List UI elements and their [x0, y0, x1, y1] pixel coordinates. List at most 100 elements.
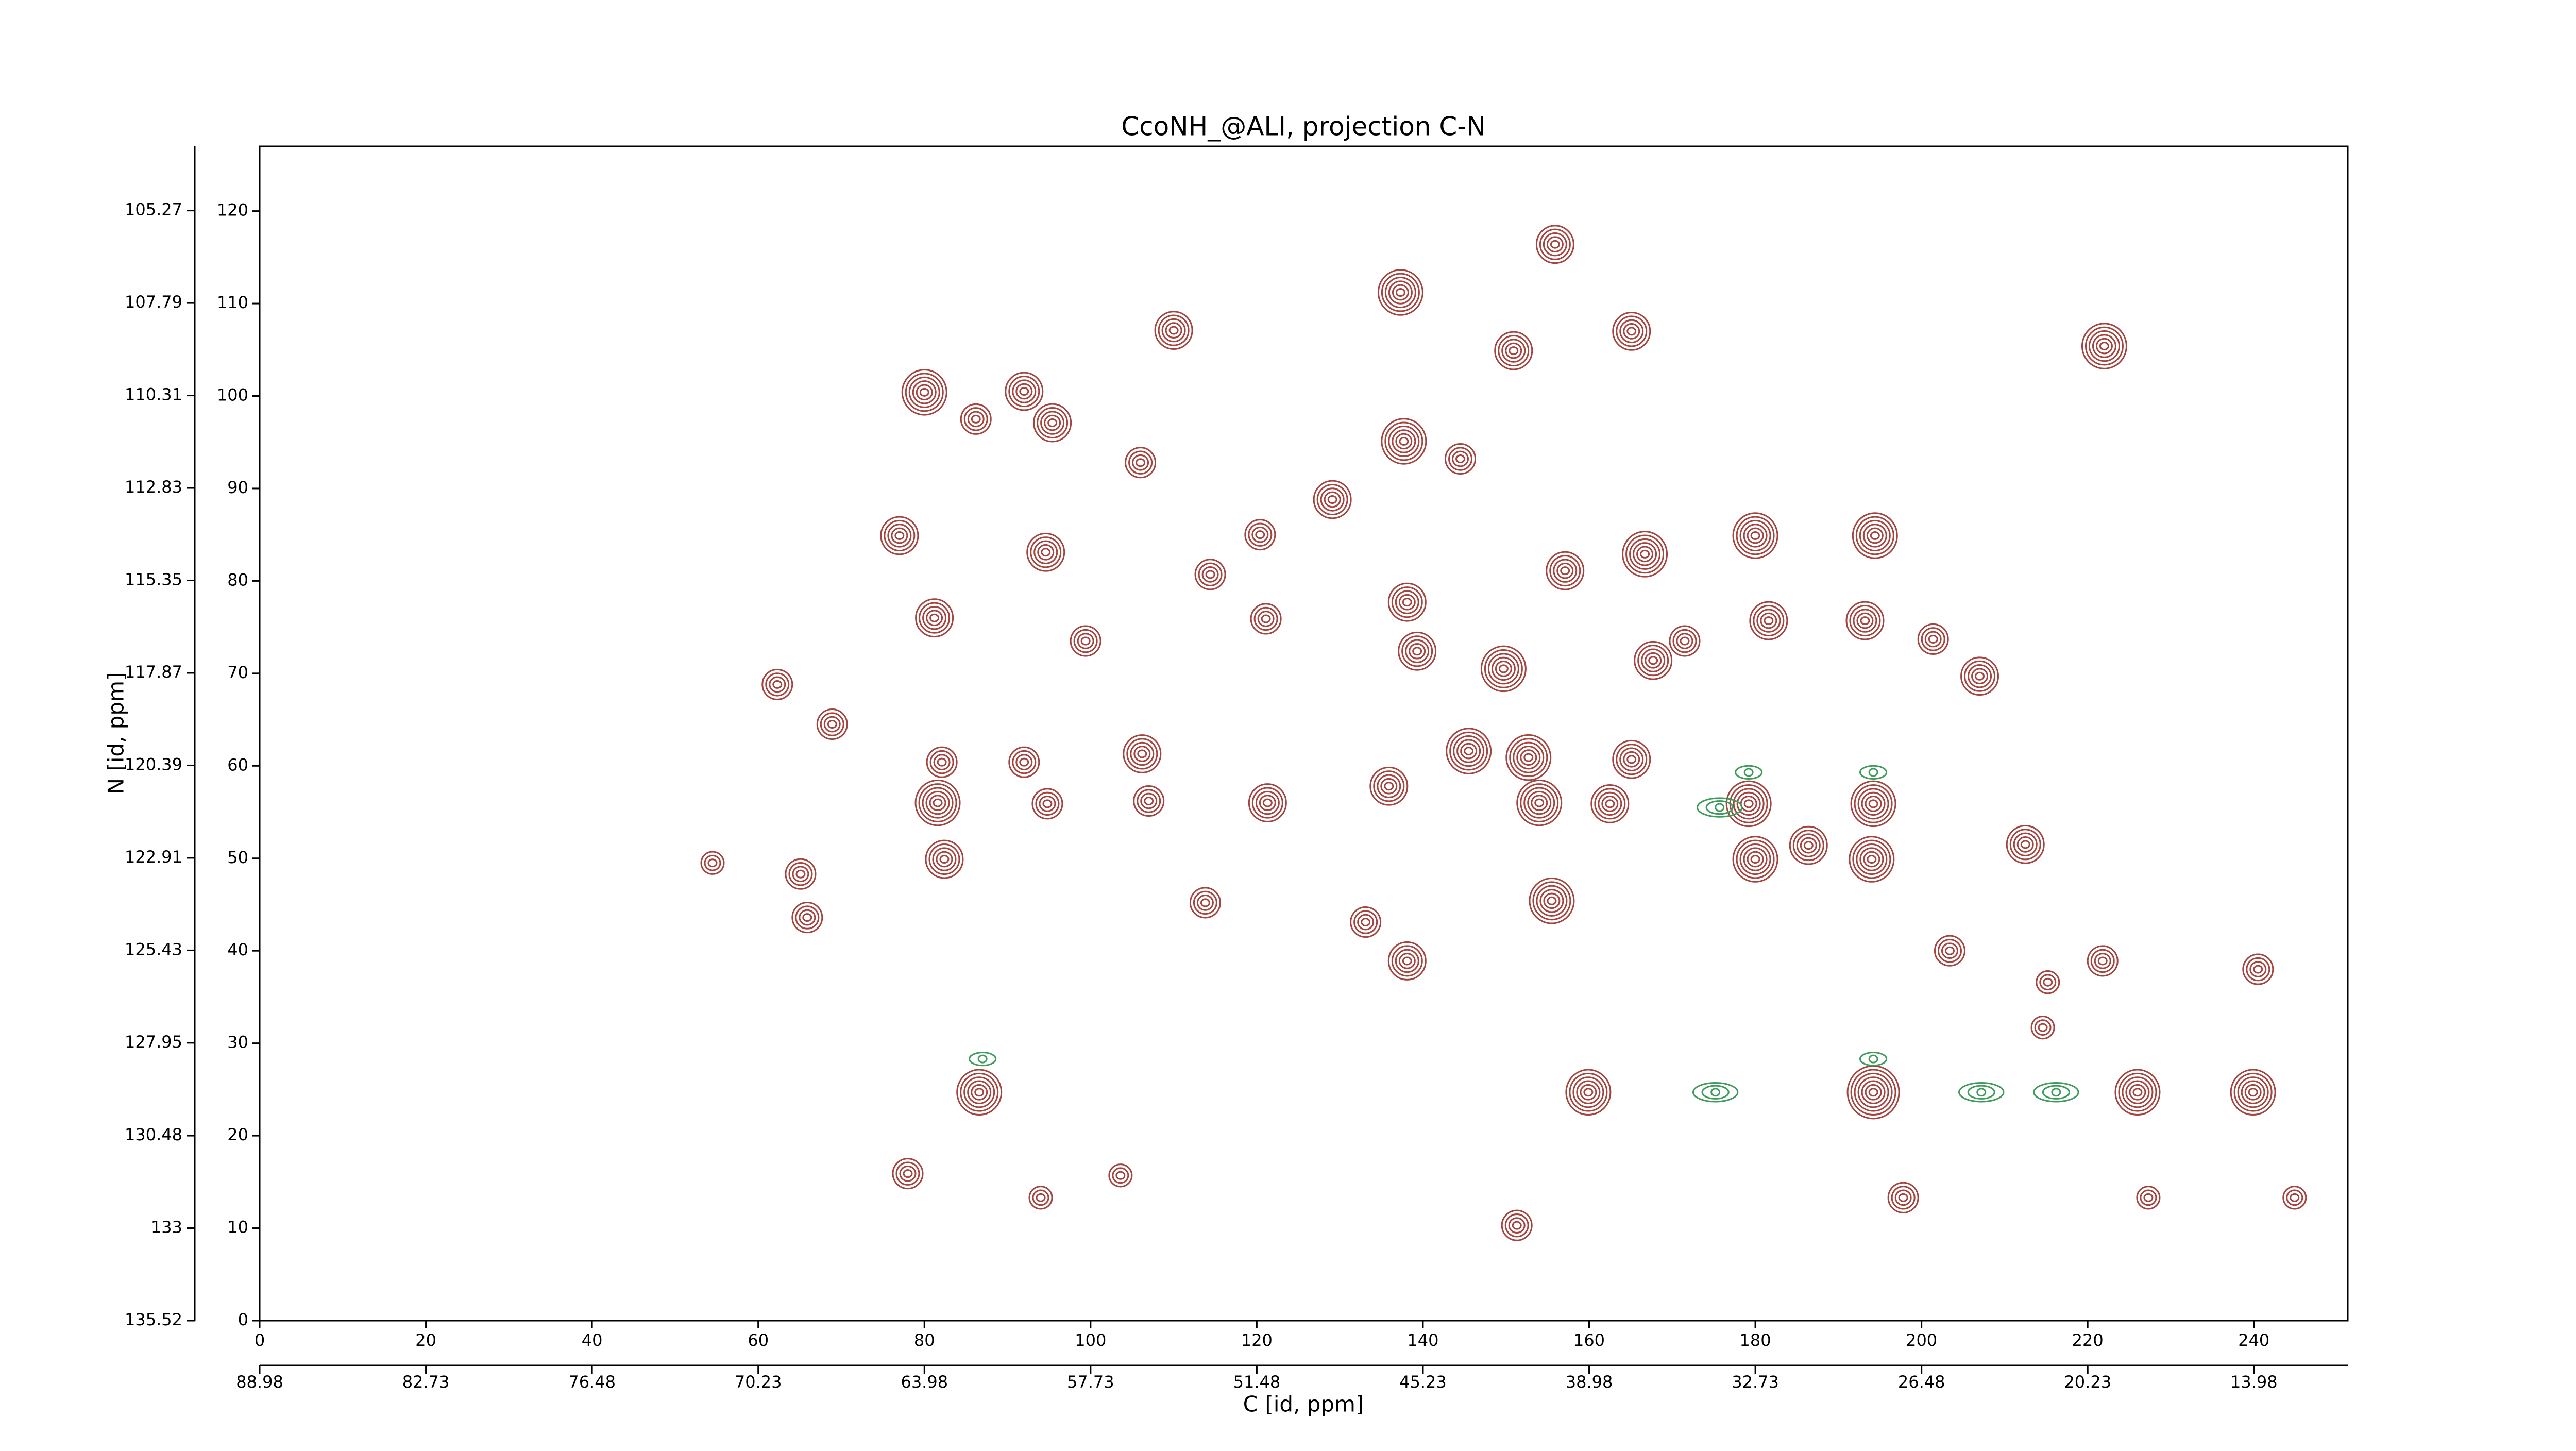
chart-title: CcoNH_@ALI, projection C-N — [1121, 112, 1486, 142]
peak — [925, 839, 964, 879]
contour-ring — [1456, 739, 1481, 763]
peak — [901, 369, 947, 416]
x2-tick-label: 26.48 — [1898, 1372, 1945, 1392]
contour-ring — [1556, 562, 1574, 579]
contour-ring — [1891, 1186, 1916, 1210]
contour-ring — [1251, 787, 1283, 819]
contour-ring — [1448, 447, 1473, 471]
y-tick-label: 0 — [238, 1310, 248, 1329]
contour-ring — [1039, 796, 1056, 812]
contour-ring — [1137, 749, 1147, 758]
contour-ring — [795, 905, 820, 930]
contour-ring — [1015, 754, 1033, 770]
contour-ring — [1123, 734, 1162, 773]
contour-ring — [1480, 645, 1527, 693]
contour-ring — [1398, 631, 1437, 671]
contour-ring — [1958, 1082, 2005, 1103]
contour-ring — [1626, 755, 1637, 764]
peak — [1612, 311, 1651, 351]
contour-ring — [1861, 791, 1886, 816]
contour-ring — [2244, 1084, 2262, 1101]
contour-ring — [1669, 625, 1701, 657]
y-axis-label: N [id, ppm] — [104, 672, 129, 795]
contour-ring — [887, 524, 912, 548]
contour-ring — [1736, 516, 1775, 555]
contour-ring — [1251, 526, 1269, 543]
y-tick-label: 90 — [227, 478, 248, 497]
contour-ring — [1012, 379, 1037, 403]
contour-ring — [1253, 606, 1278, 631]
contour-ring — [971, 414, 981, 424]
contour-ring — [922, 605, 947, 630]
contour-ring — [1622, 531, 1668, 578]
contour-ring — [1626, 327, 1637, 336]
peak — [969, 1052, 997, 1067]
x-tick-label: 160 — [1573, 1330, 1605, 1350]
contour-ring — [2125, 1080, 2150, 1104]
contour-ring — [912, 380, 937, 404]
contour-ring — [2095, 338, 2113, 355]
contour-ring — [2246, 957, 2270, 982]
contour-ring — [1262, 798, 1273, 807]
contour-ring — [1868, 1088, 1878, 1097]
peak — [1887, 1182, 1919, 1213]
x2-tick-label: 32.73 — [1732, 1372, 1779, 1392]
peak — [2030, 1015, 2055, 1040]
contour-ring — [1527, 790, 1552, 815]
contour-ring — [1701, 1085, 1730, 1100]
contour-ring — [1975, 671, 1985, 681]
contour-ring — [700, 851, 725, 875]
contour-ring — [1736, 839, 1775, 879]
peak — [1494, 331, 1533, 370]
contour-ring — [1028, 1186, 1053, 1210]
contour-ring — [1402, 598, 1412, 607]
contour-ring — [1501, 1209, 1533, 1241]
contour-ring — [1033, 403, 1072, 443]
contour-ring — [960, 1072, 999, 1112]
contour-ring — [903, 1169, 913, 1178]
peak — [1070, 625, 1101, 657]
y2-tick-label: 105.27 — [125, 200, 182, 220]
peak — [1697, 797, 1743, 818]
contour-ring — [1760, 612, 1777, 629]
peak — [816, 708, 848, 740]
x-tick-label: 80 — [914, 1330, 935, 1350]
peak — [2087, 945, 2119, 977]
x-tick-label: 180 — [1740, 1330, 1771, 1350]
contour-ring — [1764, 616, 1774, 626]
contour-ring — [1857, 1076, 1889, 1108]
peak — [2242, 953, 2274, 985]
contour-ring — [1529, 878, 1575, 924]
peak — [1859, 765, 1888, 780]
contour-ring — [977, 1054, 988, 1064]
contour-ring — [1549, 555, 1581, 587]
peak — [1732, 512, 1778, 559]
contour-ring — [928, 843, 960, 875]
contour-ring — [2136, 1186, 2161, 1210]
contour-ring — [1976, 1088, 1987, 1097]
contour-ring — [1487, 653, 1519, 685]
contour-ring — [1158, 314, 1190, 346]
contour-ring — [1898, 1193, 1908, 1202]
contour-ring — [1512, 1221, 1522, 1230]
contour-ring — [1523, 787, 1555, 819]
contour-ring — [918, 783, 957, 822]
contour-ring — [1750, 531, 1760, 540]
peak — [1480, 645, 1527, 693]
contour-ring — [891, 527, 908, 544]
contour-ring — [1516, 745, 1541, 770]
peak — [1850, 780, 1896, 828]
peak — [1846, 1065, 1900, 1120]
x2-tick-label: 82.73 — [402, 1372, 450, 1392]
contour-ring — [1165, 322, 1182, 339]
contour-ring — [1484, 649, 1523, 688]
contour-ring — [1008, 746, 1040, 778]
peak — [1529, 878, 1575, 924]
contour-ring — [908, 376, 940, 408]
peak — [1108, 1163, 1133, 1188]
contour-ring — [926, 610, 943, 627]
contour-ring — [2122, 1076, 2154, 1108]
contour-ring — [1115, 1171, 1126, 1180]
contour-ring — [765, 672, 790, 697]
peak — [1194, 559, 1226, 590]
